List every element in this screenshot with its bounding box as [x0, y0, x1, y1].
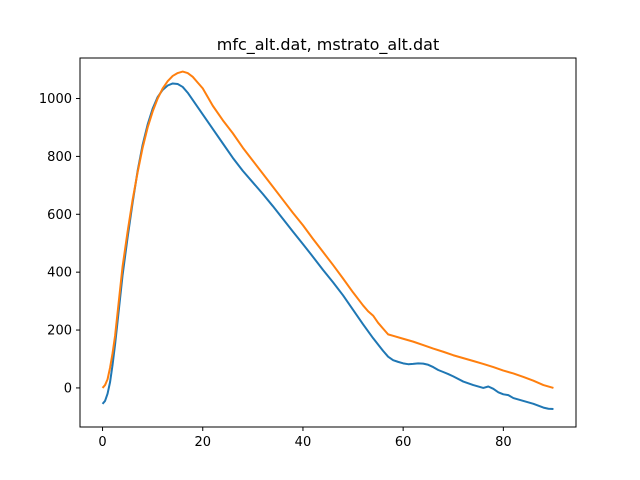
plot-frame [79, 57, 577, 428]
y-tick-label: 400 [47, 266, 72, 281]
chart-title: mfc_alt.dat, mstrato_alt.dat [217, 35, 440, 55]
x-tick-label: 60 [395, 435, 412, 450]
x-tick-label: 80 [495, 435, 512, 450]
x-tick-label: 20 [194, 435, 211, 450]
plot-layer [101, 70, 554, 411]
y-tick-label: 600 [47, 208, 72, 223]
y-tick-label: 1000 [39, 92, 72, 107]
y-tick-label: 800 [47, 150, 72, 165]
x-tick-label: 40 [295, 435, 312, 450]
y-tick-label: 0 [64, 381, 72, 396]
y-tick-label: 200 [47, 324, 72, 339]
x-tick-label: 0 [98, 435, 106, 450]
series-line-2 [101, 70, 554, 389]
